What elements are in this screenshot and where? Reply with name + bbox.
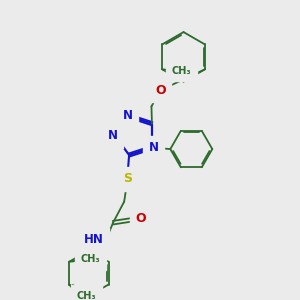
Text: O: O (136, 212, 146, 225)
Text: CH₃: CH₃ (80, 254, 100, 264)
Text: S: S (123, 172, 132, 185)
Text: N: N (108, 129, 118, 142)
Text: N: N (123, 109, 133, 122)
Text: CH₃: CH₃ (172, 66, 191, 76)
Text: N: N (148, 141, 158, 154)
Text: CH₃: CH₃ (77, 291, 97, 300)
Text: HN: HN (84, 233, 104, 246)
Text: O: O (155, 84, 166, 97)
